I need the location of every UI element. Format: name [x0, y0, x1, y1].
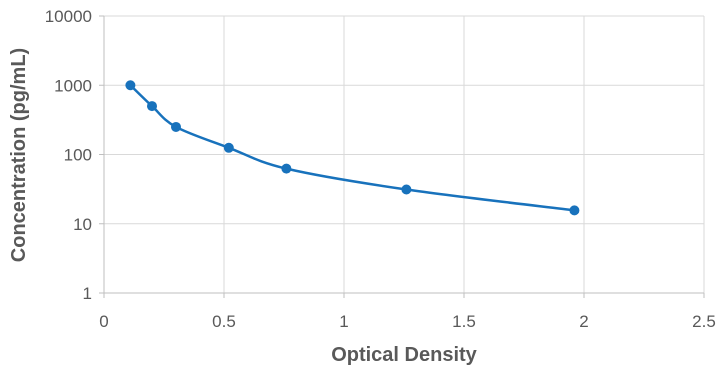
data-point [223, 142, 234, 153]
data-points [125, 80, 580, 216]
data-point [147, 101, 157, 112]
y-axis-title: Concentration (pg/mL) [8, 48, 30, 262]
data-point [569, 205, 580, 216]
y-tick-label: 10000 [45, 7, 92, 26]
data-point [171, 121, 181, 132]
y-tick-label: 1000 [54, 76, 92, 95]
y-tick-label: 10 [73, 215, 92, 234]
x-tick-label: 2 [579, 312, 588, 331]
tick-labels: 0 0.5 1 1.5 2 2.5 1 10 100 1000 10000 [45, 7, 716, 331]
y-tick-label: 1 [83, 284, 92, 303]
x-tick-label: 2.5 [692, 312, 716, 331]
gridlines [104, 15, 705, 293]
x-tick-label: 0 [99, 312, 108, 331]
axes [99, 15, 705, 298]
x-tick-label: 0.5 [212, 312, 236, 331]
y-tick-label: 100 [64, 146, 92, 165]
curve-layer [129, 84, 576, 212]
data-point [401, 184, 412, 195]
series-curve [129, 84, 576, 212]
data-point [125, 80, 136, 91]
x-tick-label: 1.5 [452, 312, 476, 331]
x-tick-label: 1 [339, 312, 348, 331]
data-point [281, 163, 292, 174]
x-axis-title: Optical Density [331, 344, 477, 366]
